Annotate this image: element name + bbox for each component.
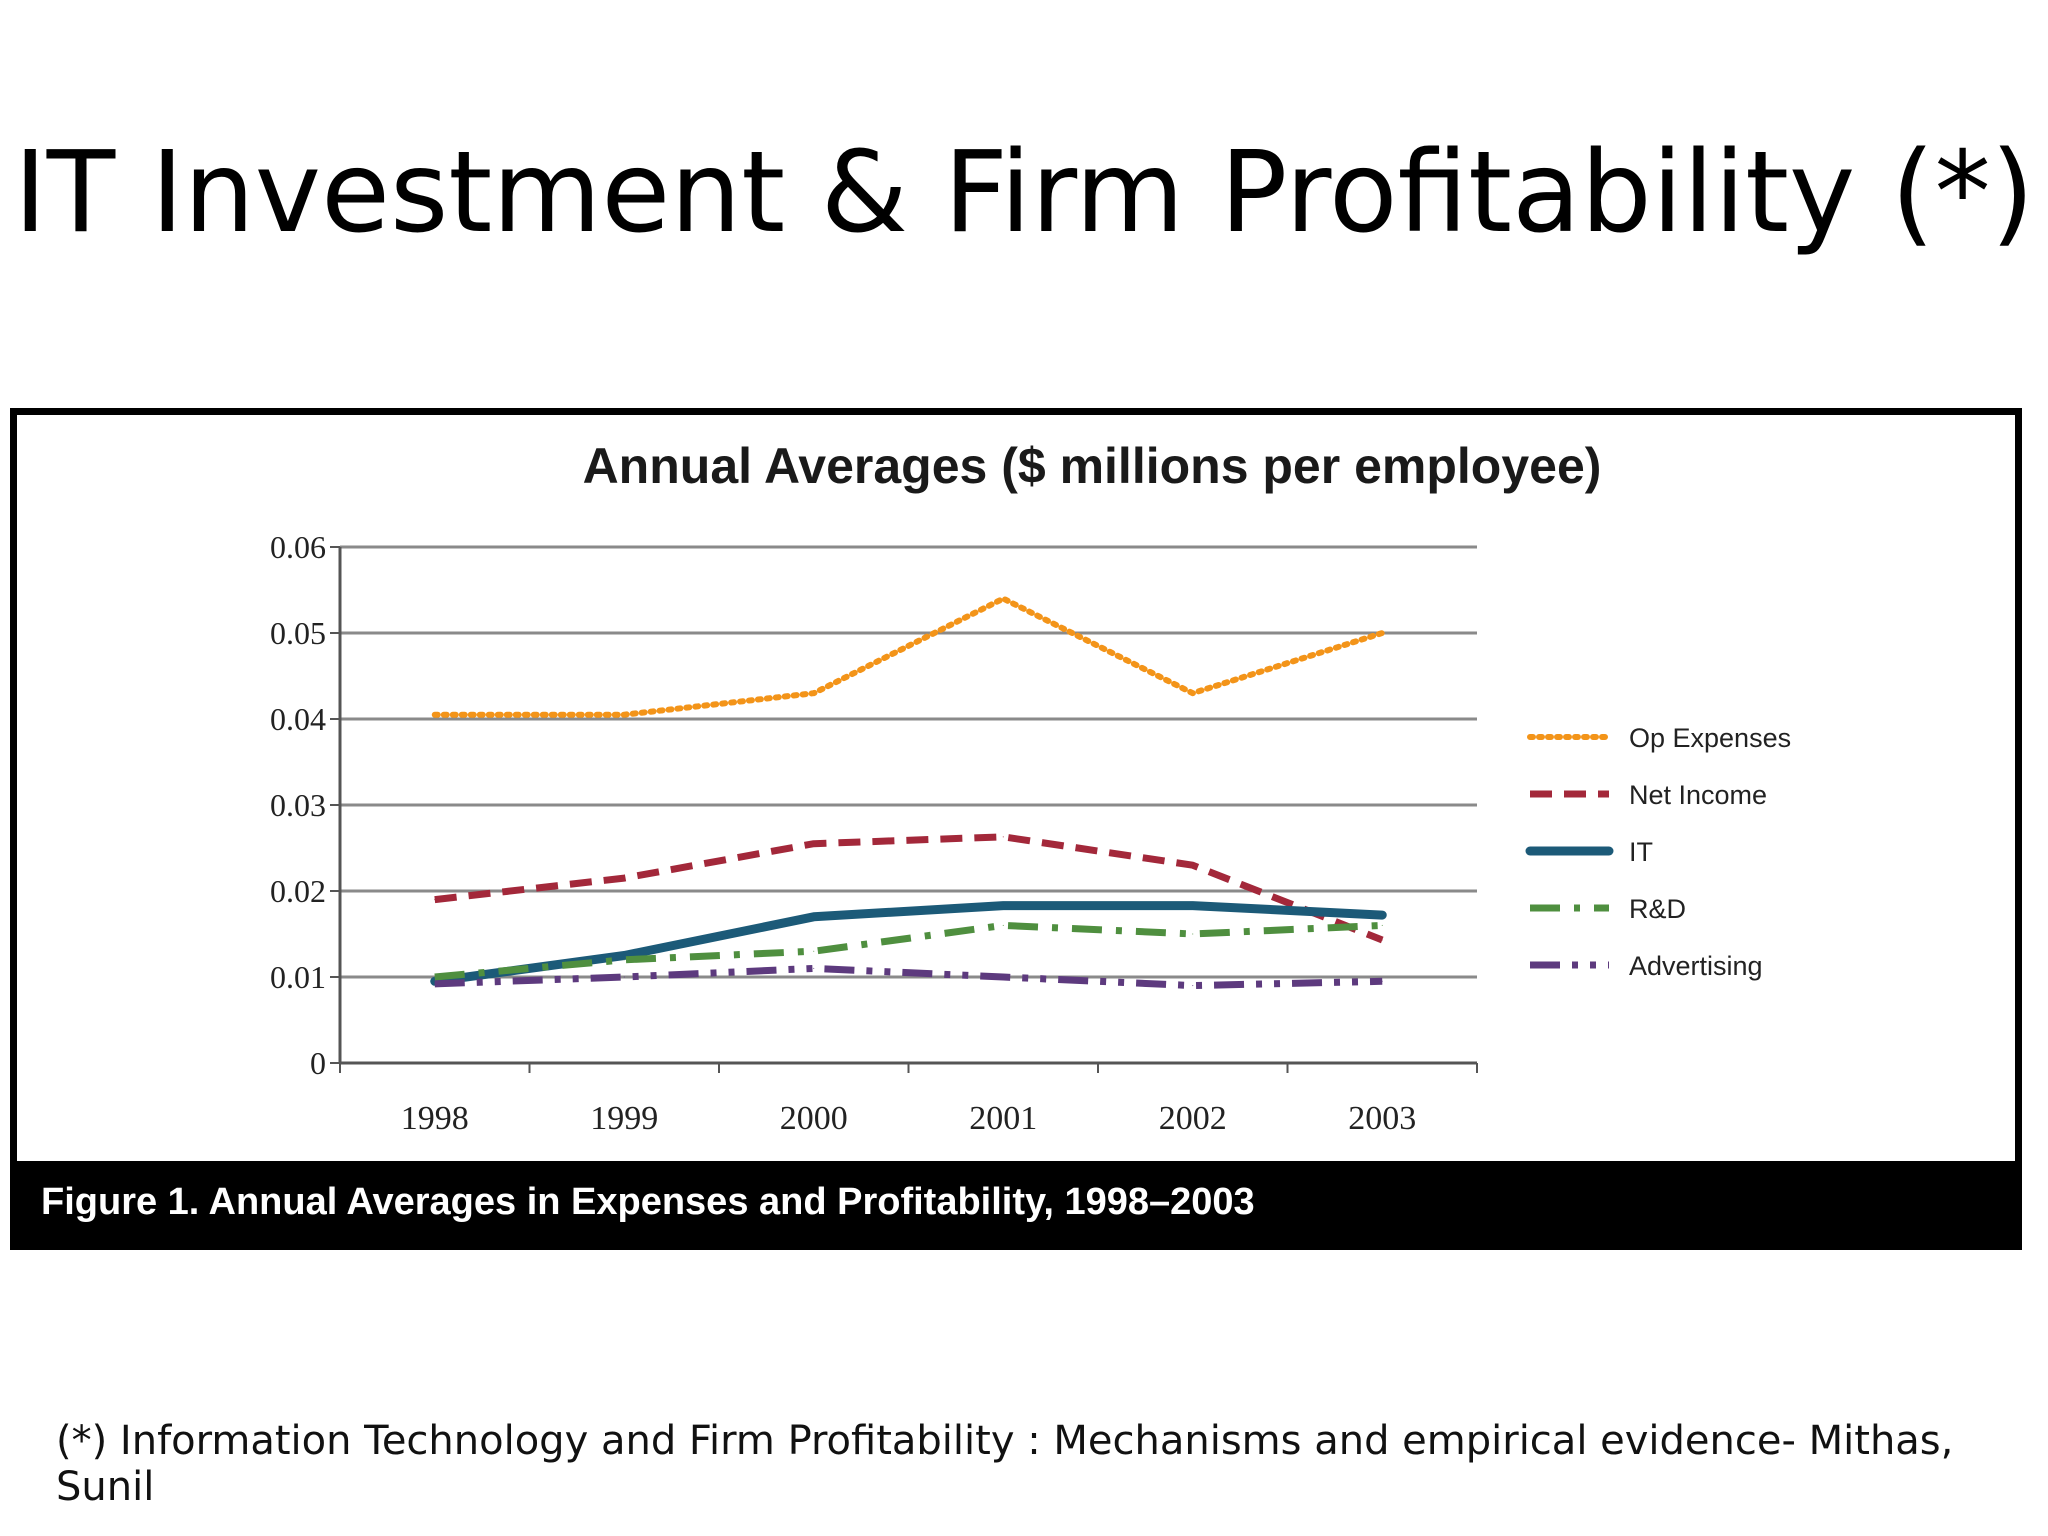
line-chart: Annual Averages ($ millions per employee… <box>270 438 1791 1137</box>
x-tick-label: 2002 <box>1159 1100 1227 1137</box>
series-line-r-d <box>434 921 1383 981</box>
data-point <box>1002 836 1004 838</box>
data-point <box>813 967 815 969</box>
series-line-advertising <box>434 964 1383 990</box>
legend-label: Net Income <box>1629 780 1767 810</box>
citation-footnote: (*) Information Technology and Firm Prof… <box>56 1418 1954 1510</box>
legend-label: IT <box>1629 837 1653 867</box>
series-lines <box>430 595 1387 990</box>
data-point <box>623 959 625 961</box>
data-point <box>1381 924 1383 926</box>
data-point <box>434 976 436 978</box>
y-tick-label: 0.05 <box>270 615 326 651</box>
data-point <box>1002 598 1004 600</box>
data-point <box>1192 985 1194 987</box>
legend-label: Op Expenses <box>1629 723 1791 753</box>
figure-caption-bar: Figure 1. Annual Averages in Expenses an… <box>17 1161 2015 1243</box>
axes: 0 0.01 0.02 0.03 0.04 0.05 0.06 1998 1999 2000 200… <box>270 529 1478 1137</box>
x-tick-label: 2000 <box>780 1100 848 1137</box>
x-tick-label: 1998 <box>401 1100 469 1137</box>
data-point <box>434 714 436 716</box>
y-tick-label: 0 <box>310 1045 326 1081</box>
data-point <box>1192 933 1194 935</box>
x-tick-label: 2001 <box>969 1100 1037 1137</box>
x-tick-label: 2003 <box>1348 1100 1416 1137</box>
data-point <box>1192 692 1194 694</box>
data-point <box>1192 905 1194 907</box>
y-tick-label: 0.02 <box>270 873 326 909</box>
data-point <box>1381 980 1383 982</box>
data-point <box>1381 914 1383 916</box>
data-point <box>1002 905 1004 907</box>
data-point <box>623 955 625 956</box>
y-tick-label: 0.06 <box>270 529 326 565</box>
data-point <box>434 899 436 901</box>
data-point <box>1002 976 1004 978</box>
data-point <box>813 692 815 694</box>
data-point <box>813 843 815 845</box>
legend-label: Advertising <box>1629 951 1763 981</box>
data-point <box>813 916 815 918</box>
data-point <box>813 950 815 952</box>
data-point <box>1381 632 1383 634</box>
data-point <box>623 877 625 879</box>
data-point <box>1381 939 1383 941</box>
chart-title: Annual Averages ($ millions per employee… <box>583 438 1602 494</box>
series-line-net-income <box>434 833 1384 944</box>
data-point <box>434 983 436 985</box>
y-tick-label: 0.04 <box>270 701 326 737</box>
data-point <box>623 976 625 978</box>
legend: Op Expenses Net Income IT R&D Advertising <box>1525 723 1791 981</box>
y-tick-label: 0.03 <box>270 787 326 823</box>
data-point <box>1002 924 1004 926</box>
legend-label: R&D <box>1629 894 1686 924</box>
data-point <box>623 714 625 716</box>
series-line-op-expenses <box>431 595 1386 718</box>
x-tick-label: 1999 <box>590 1100 658 1137</box>
series-line-it <box>430 901 1387 986</box>
slide-title: IT Investment & Firm Profitability (*) <box>13 128 2035 258</box>
data-point <box>1192 864 1194 866</box>
figure-caption: Figure 1. Annual Averages in Expenses an… <box>41 1181 1255 1223</box>
figure-frame: Annual Averages ($ millions per employee… <box>10 408 2022 1250</box>
y-tick-label: 0.01 <box>270 959 326 995</box>
